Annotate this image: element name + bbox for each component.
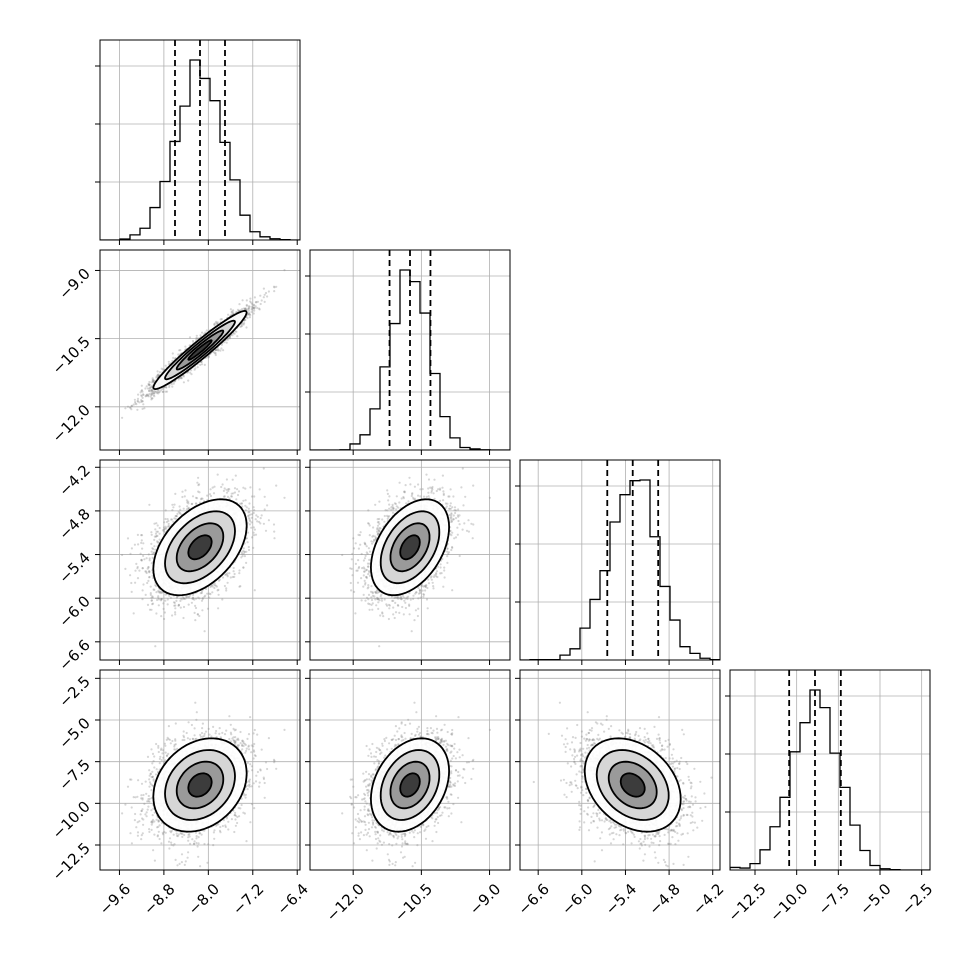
x-tick-label-p0: −8.8 [140, 880, 178, 918]
histogram-step-p3 [730, 689, 930, 870]
y-tick-label-p3: −10.0 [49, 797, 94, 842]
y-tick-label-p2: −6.0 [55, 592, 93, 630]
contour-line [175, 522, 225, 573]
density-panel-p1-vs-p0 [100, 250, 300, 450]
panel-frame [309, 669, 511, 871]
y-tick-label-p2: −5.4 [55, 549, 93, 587]
density-panel-p3-vs-p1 [310, 670, 510, 870]
x-tick-label-p2: −4.2 [689, 880, 727, 918]
contour-line [369, 498, 451, 597]
panel-frame [309, 459, 511, 661]
x-tick-label-p3: −10.0 [766, 880, 811, 925]
panel-frame [519, 669, 721, 871]
x-tick-label-p1: −9.0 [466, 880, 504, 918]
density-panel-p3-vs-p0 [100, 670, 300, 870]
panel-frame [99, 39, 301, 241]
x-tick-label-p0: −7.2 [229, 880, 267, 918]
x-tick-label-p3: −7.5 [815, 880, 853, 918]
density-panel-p3-vs-p2 [520, 670, 720, 870]
contour-line [164, 510, 236, 585]
contour-line [369, 737, 451, 833]
x-tick-label-p0: −8.0 [185, 880, 223, 918]
x-tick-label-p1: −12.0 [323, 880, 368, 925]
density-fill [188, 340, 212, 360]
panel-frame [99, 459, 301, 661]
histogram-step-p2 [520, 479, 720, 660]
x-tick-label-p0: −6.4 [273, 880, 311, 918]
histogram-step-p0 [100, 59, 300, 240]
histogram-panel-p0 [100, 40, 300, 240]
y-tick-label-p2: −4.2 [55, 461, 93, 499]
contour-line [187, 772, 213, 798]
y-tick-label-p3: −7.5 [55, 756, 93, 794]
contour-line [389, 522, 431, 573]
contour-line [607, 760, 658, 810]
x-tick-label-p2: −4.8 [645, 880, 683, 918]
panel-frame [309, 249, 511, 451]
y-tick-label-p2: −6.6 [55, 636, 93, 674]
contour-line [399, 772, 421, 798]
contour-line [187, 534, 213, 561]
panel-frame [729, 669, 931, 871]
contour-line [389, 760, 431, 810]
y-tick-label-p1: −9.0 [55, 265, 93, 303]
y-tick-label-p3: −12.5 [49, 839, 94, 884]
contour-line [152, 737, 248, 833]
x-tick-label-p1: −10.5 [391, 880, 436, 925]
x-tick-label-p3: −2.5 [898, 880, 936, 918]
contour-line [164, 319, 236, 381]
contour-line [379, 749, 441, 821]
contour-line [399, 534, 421, 561]
y-tick-label-p2: −4.8 [55, 505, 93, 543]
density-panel-p2-vs-p0 [100, 460, 300, 660]
panel-frame [519, 459, 721, 661]
contour-line [379, 510, 441, 585]
x-tick-label-p2: −5.4 [602, 880, 640, 918]
y-tick-label-p1: −12.0 [49, 401, 94, 446]
histogram-panel-p1 [310, 250, 510, 450]
density-fill [188, 773, 212, 797]
x-tick-label-p3: −12.5 [725, 880, 770, 925]
y-tick-label-p1: −10.5 [49, 333, 94, 378]
y-tick-label-p3: −5.0 [55, 714, 93, 752]
contour-line [152, 498, 248, 597]
panel-frame [99, 249, 301, 451]
contour-line [187, 339, 213, 361]
x-tick-label-p2: −6.0 [558, 880, 596, 918]
x-tick-label-p2: −6.6 [514, 880, 552, 918]
density-fill [400, 773, 420, 797]
contour-line [583, 737, 682, 833]
contour-line [175, 760, 225, 810]
panel-frame [99, 669, 301, 871]
contour-line [152, 309, 248, 391]
histogram-panel-p2 [520, 460, 720, 660]
x-tick-label-p0: −9.6 [96, 880, 134, 918]
density-fill [620, 773, 645, 797]
y-tick-label-p3: −2.5 [55, 672, 93, 710]
x-tick-label-p3: −5.0 [856, 880, 894, 918]
contour-line [164, 749, 236, 821]
contour-line [619, 772, 646, 798]
histogram-panel-p3 [730, 670, 930, 870]
contour-line [595, 749, 670, 821]
density-panel-p2-vs-p1 [310, 460, 510, 660]
contour-line [175, 329, 225, 371]
